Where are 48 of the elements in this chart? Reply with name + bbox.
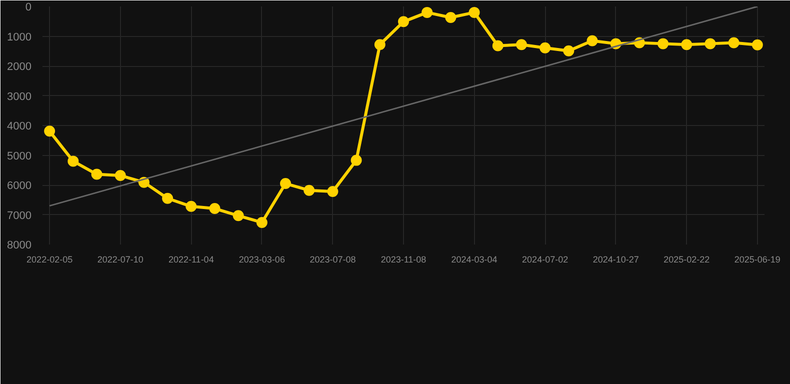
point bbox=[327, 186, 338, 198]
point bbox=[374, 39, 386, 50]
point bbox=[658, 38, 669, 50]
x-tick-label: 2023-07-08 bbox=[310, 254, 356, 264]
point bbox=[186, 200, 197, 212]
x-tick-label: 2022-02-05 bbox=[26, 254, 73, 264]
x-tick-label: 2022-11-04 bbox=[168, 254, 214, 264]
point bbox=[704, 38, 716, 50]
point bbox=[232, 210, 244, 222]
y-tick-label: 2000 bbox=[7, 61, 32, 73]
point bbox=[422, 6, 433, 18]
point bbox=[209, 203, 220, 214]
x-tick-label: 2024-07-02 bbox=[522, 254, 568, 264]
point bbox=[68, 156, 79, 167]
x-tick-label: 2024-10-27 bbox=[592, 254, 639, 264]
y-tick-label: 4000 bbox=[7, 120, 32, 132]
point bbox=[398, 16, 409, 28]
point bbox=[256, 216, 268, 228]
x-tick-label: 2025-02-22 bbox=[664, 254, 710, 264]
x-tick-label: 2023-11-08 bbox=[380, 254, 426, 264]
point bbox=[752, 39, 763, 50]
point bbox=[114, 170, 126, 181]
point bbox=[728, 37, 740, 48]
point bbox=[468, 6, 480, 18]
y-tick-label: 8000 bbox=[7, 240, 32, 252]
point bbox=[162, 192, 174, 204]
y-tick-label: 1000 bbox=[7, 31, 32, 44]
y-tick-label: 0 bbox=[25, 2, 32, 14]
point bbox=[586, 35, 598, 46]
x-tick-label: 2023-03-06 bbox=[238, 254, 285, 264]
y-tick-label: 3000 bbox=[7, 90, 32, 103]
x-tick-label: 2024-03-04 bbox=[451, 254, 498, 264]
point bbox=[350, 154, 362, 166]
x-tick-label: 2022-07-10 bbox=[97, 254, 144, 264]
point bbox=[540, 42, 551, 54]
point bbox=[91, 168, 102, 180]
point bbox=[280, 178, 292, 190]
point bbox=[681, 39, 692, 50]
point bbox=[516, 39, 527, 50]
point bbox=[492, 40, 504, 52]
y-tick-label: 5000 bbox=[7, 150, 32, 162]
point bbox=[445, 12, 456, 23]
y-tick-label: 7000 bbox=[7, 210, 32, 222]
x-tick-label: 2025-06-19 bbox=[734, 254, 780, 264]
point bbox=[563, 45, 574, 56]
y-tick-label: 6000 bbox=[7, 180, 32, 192]
point bbox=[44, 126, 56, 137]
point bbox=[304, 184, 315, 196]
